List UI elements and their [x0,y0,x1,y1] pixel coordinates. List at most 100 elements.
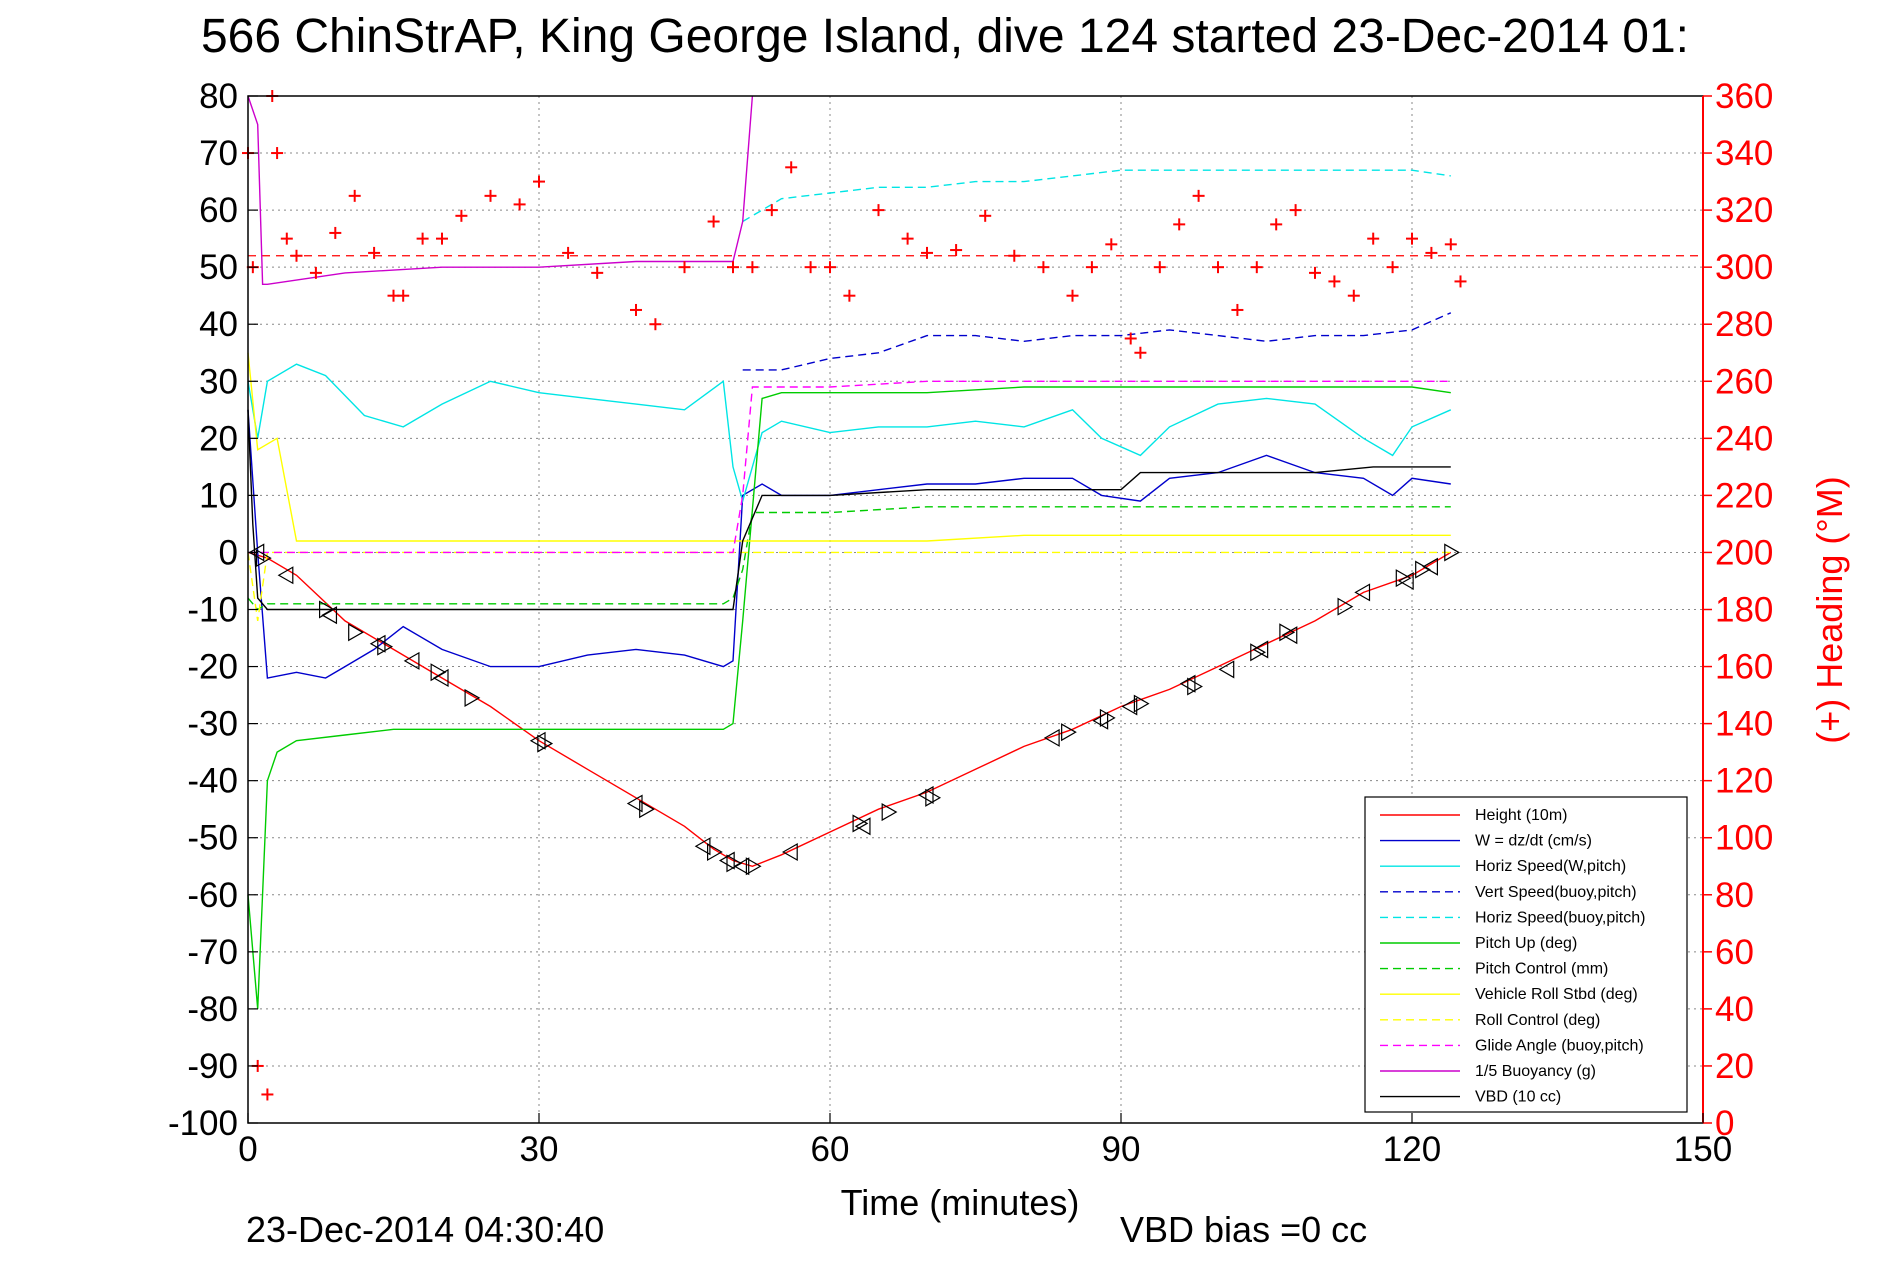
heading-marker [1425,246,1438,259]
y-right-tick-label: 100 [1715,819,1773,858]
x-tick-label: 90 [1102,1130,1141,1169]
y-right-tick-label: 280 [1715,305,1773,344]
y-right-tick-label: 0 [1715,1104,1734,1143]
height-marker [852,814,869,833]
height-marker [694,837,711,856]
chart-title: 566 ChinStrAP, King George Island, dive … [201,10,1689,63]
height-marker [1397,571,1414,591]
series-line [247,551,1451,621]
heading-marker [979,209,992,222]
marker-layer [248,543,1461,876]
y-tick-label: -60 [187,876,238,915]
height-marker [1099,708,1116,727]
height-marker [1422,557,1439,576]
x-tick-label: 120 [1383,1130,1441,1169]
heading-marker [368,246,381,259]
legend-label: Roll Control (deg) [1475,1012,1600,1029]
legend-label: VBD (10 cc) [1475,1089,1561,1106]
height-marker [1444,543,1461,562]
x-tick-label: 60 [811,1130,850,1169]
height-marker [1250,643,1267,662]
y-tick-label: 30 [199,362,238,401]
height-marker [432,668,449,688]
height-marker [1043,728,1060,747]
y-right-tick-label: 160 [1715,648,1773,687]
height-marker [277,566,294,585]
y-tick-label: 40 [199,305,238,344]
heading-marker [921,246,933,259]
heading-marker [1231,303,1244,316]
heading-marker [1212,261,1224,274]
heading-marker [1406,232,1418,245]
heading-marker [513,198,526,211]
heading-marker [746,261,759,274]
legend-label: Horiz Speed(W,pitch) [1475,858,1626,875]
heading-marker [1289,204,1302,217]
legend: Height (10m) W = dz/dt (cm/s) Horiz Speed(… [1364,796,1688,1113]
heading-marker [1444,238,1457,251]
heading-marker [533,175,545,188]
height-marker [1218,660,1235,679]
heading-marker [1270,218,1283,231]
heading-marker [348,189,361,202]
y-tick-label: -40 [187,762,238,801]
series-line [247,386,1451,1009]
heading-marker [416,232,429,245]
heading-marker [280,232,293,245]
heading-marker [765,204,778,217]
heading-marker [1008,249,1021,262]
height-marker [726,854,743,873]
height-marker [1061,723,1077,742]
heading-marker [309,266,322,279]
heading-marker [678,261,691,274]
height-marker [854,817,871,836]
series-line [248,380,1451,554]
x-axis: 0 30 60 90 120 150 [238,1113,1732,1169]
height-marker [321,606,338,625]
height-marker [925,788,942,807]
y-right-tick-label: 200 [1715,533,1773,572]
heading-marker [271,147,284,160]
y-right-tick-label: 240 [1715,419,1773,458]
height-marker [377,637,394,656]
y-tick-label: -10 [187,591,238,630]
heading-marker [397,289,410,302]
y-tick-label: 60 [199,191,238,230]
legend-box [1364,796,1688,1113]
y-right-tick-label: 180 [1715,591,1773,630]
series-layer [242,90,1703,1101]
height-marker [1121,697,1138,716]
legend-label: Glide Angle (buoy,pitch) [1475,1037,1644,1054]
series-line [247,95,754,285]
y-right-tick-label: 60 [1715,933,1754,972]
heading-marker [824,261,836,274]
x-axis-label: Time (minutes) [841,1182,1080,1223]
x-tick-label: 30 [520,1130,559,1169]
vbd-bias-footer: VBD bias =0 cc [1120,1209,1367,1250]
y-tick-label: -50 [187,819,238,858]
height-marker [881,803,898,822]
height-marker [255,549,272,568]
legend-label: 1/5 Buoyancy (g) [1475,1063,1596,1080]
legend-label: Pitch Up (deg) [1475,935,1577,952]
y-tick-label: -30 [187,705,238,744]
height-marker [1354,583,1371,602]
height-marker [639,800,655,819]
height-marker [537,734,554,753]
heading-marker [649,318,662,331]
heading-marker [261,1088,274,1101]
heading-marker [455,209,468,222]
heading-marker [950,244,963,257]
heading-marker [1134,346,1147,359]
heading-marker [901,232,914,245]
right-axis-label: (+) Heading (°M) [1809,476,1850,743]
height-marker [1415,560,1431,579]
heading-marker [1386,261,1399,274]
height-marker [1395,569,1412,588]
y-tick-label: 50 [199,248,238,287]
heading-marker [1367,232,1380,245]
y-tick-label: 80 [199,77,238,116]
heading-marker [1124,332,1137,345]
heading-marker [785,161,798,174]
